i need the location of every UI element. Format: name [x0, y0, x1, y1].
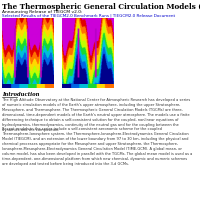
Text: Selected Results of the TIEGCM2.0 Benchmark Runs | TIEGCM2.0 Release Document: Selected Results of the TIEGCM2.0 Benchm… [2, 14, 175, 18]
Text: Recent models in the series include a self-consistent aeronomic scheme for the c: Recent models in the series include a se… [2, 127, 192, 166]
Text: The High Altitude Observatory at the National Center for Atmospheric Research ha: The High Altitude Observatory at the Nat… [2, 98, 190, 132]
Text: The Thermospheric General Circulation Models (TGCM's): The Thermospheric General Circulation Mo… [2, 3, 200, 11]
Text: Introduction: Introduction [2, 92, 39, 97]
Text: Announcing Release of TIEGCM v2.0:: Announcing Release of TIEGCM v2.0: [2, 10, 82, 14]
